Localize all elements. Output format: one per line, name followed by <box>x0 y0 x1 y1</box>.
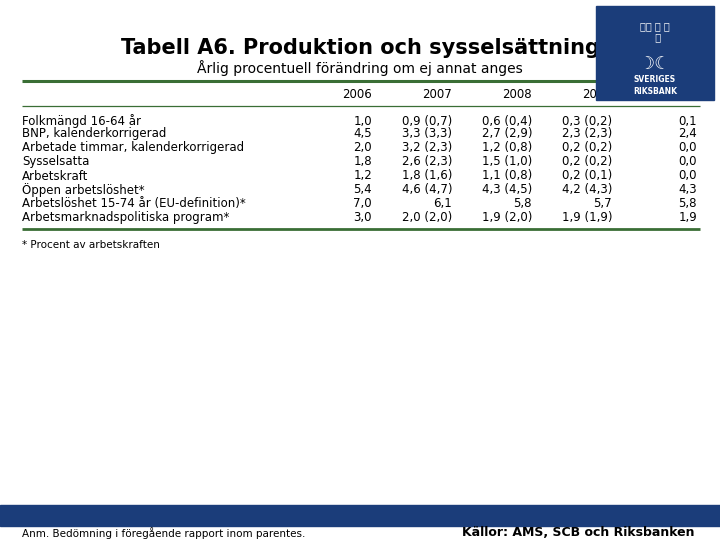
Text: 2006: 2006 <box>342 87 372 100</box>
Text: 0,2 (0,1): 0,2 (0,1) <box>562 170 612 183</box>
Text: 1,1 (0,8): 1,1 (0,8) <box>482 170 532 183</box>
Text: 4,2 (4,3): 4,2 (4,3) <box>562 184 612 197</box>
Text: 3,2 (2,3): 3,2 (2,3) <box>402 140 452 153</box>
Text: 1,5 (1,0): 1,5 (1,0) <box>482 154 532 167</box>
Text: 4,5: 4,5 <box>354 126 372 139</box>
Text: SVERIGES
RIKSBANK: SVERIGES RIKSBANK <box>633 76 677 96</box>
Text: 1,0: 1,0 <box>354 114 372 127</box>
Text: 5,8: 5,8 <box>513 198 532 211</box>
Text: * Procent av arbetskraften: * Procent av arbetskraften <box>22 240 160 250</box>
Text: Årlig procentuell förändring om ej annat anges: Årlig procentuell förändring om ej annat… <box>197 60 523 76</box>
Text: ᚹᚺ ᚽ ᚾ
  ᚿ: ᚹᚺ ᚽ ᚾ ᚿ <box>640 23 670 42</box>
Text: Arbetsmarknadspolitiska program*: Arbetsmarknadspolitiska program* <box>22 212 230 225</box>
Text: 5,4: 5,4 <box>354 184 372 197</box>
Text: 5,8: 5,8 <box>678 198 697 211</box>
Text: BNP, kalenderkorrigerad: BNP, kalenderkorrigerad <box>22 126 166 139</box>
Text: 1,9 (2,0): 1,9 (2,0) <box>482 212 532 225</box>
Text: Sysselsatta: Sysselsatta <box>22 154 89 167</box>
Text: 1,8: 1,8 <box>354 154 372 167</box>
Text: 6,1: 6,1 <box>433 198 452 211</box>
Text: 0,0: 0,0 <box>678 140 697 153</box>
Text: Tabell A6. Produktion och sysselsättning: Tabell A6. Produktion och sysselsättning <box>120 38 600 58</box>
Text: ☽☾: ☽☾ <box>639 55 671 73</box>
Text: 3,3 (3,3): 3,3 (3,3) <box>402 126 452 139</box>
Text: 2007: 2007 <box>422 87 452 100</box>
Text: 4,3 (4,5): 4,3 (4,5) <box>482 184 532 197</box>
Text: Öppen arbetslöshet*: Öppen arbetslöshet* <box>22 183 145 197</box>
Text: Anm. Bedömning i föregående rapport inom parentes.: Anm. Bedömning i föregående rapport inom… <box>22 527 305 539</box>
Text: Arbetskraft: Arbetskraft <box>22 170 89 183</box>
Bar <box>0 505 720 526</box>
Text: 7,0: 7,0 <box>354 198 372 211</box>
Text: Folkmängd 16-64 år: Folkmängd 16-64 år <box>22 114 141 128</box>
Text: 0,1: 0,1 <box>678 114 697 127</box>
Text: 2,7 (2,9): 2,7 (2,9) <box>482 126 532 139</box>
Text: 2,0: 2,0 <box>354 140 372 153</box>
Text: 4,3: 4,3 <box>678 184 697 197</box>
Text: Arbetade timmar, kalenderkorrigerad: Arbetade timmar, kalenderkorrigerad <box>22 140 244 153</box>
Text: Arbetslöshet 15-74 år (EU-definition)*: Arbetslöshet 15-74 år (EU-definition)* <box>22 198 246 211</box>
Text: 2,6 (2,3): 2,6 (2,3) <box>402 154 452 167</box>
Text: 2,4: 2,4 <box>678 126 697 139</box>
Text: 2,0 (2,0): 2,0 (2,0) <box>402 212 452 225</box>
Bar <box>596 6 714 100</box>
Text: 1,2: 1,2 <box>354 170 372 183</box>
Text: 2009: 2009 <box>582 87 612 100</box>
Text: 0,9 (0,7): 0,9 (0,7) <box>402 114 452 127</box>
Text: 0,3 (0,2): 0,3 (0,2) <box>562 114 612 127</box>
Text: 2008: 2008 <box>503 87 532 100</box>
Text: 1,8 (1,6): 1,8 (1,6) <box>402 170 452 183</box>
Text: 1,9: 1,9 <box>678 212 697 225</box>
Text: 1,2 (0,8): 1,2 (0,8) <box>482 140 532 153</box>
Text: 4,6 (4,7): 4,6 (4,7) <box>402 184 452 197</box>
Text: 2010: 2010 <box>667 87 697 100</box>
Text: 0,0: 0,0 <box>678 154 697 167</box>
Text: 0,0: 0,0 <box>678 170 697 183</box>
Text: 3,0: 3,0 <box>354 212 372 225</box>
Text: 5,7: 5,7 <box>593 198 612 211</box>
Text: Källor: AMS, SCB och Riksbanken: Källor: AMS, SCB och Riksbanken <box>462 526 695 539</box>
Text: 0,2 (0,2): 0,2 (0,2) <box>562 140 612 153</box>
Text: 0,2 (0,2): 0,2 (0,2) <box>562 154 612 167</box>
Text: 2,3 (2,3): 2,3 (2,3) <box>562 126 612 139</box>
Text: 1,9 (1,9): 1,9 (1,9) <box>562 212 612 225</box>
Text: 0,6 (0,4): 0,6 (0,4) <box>482 114 532 127</box>
